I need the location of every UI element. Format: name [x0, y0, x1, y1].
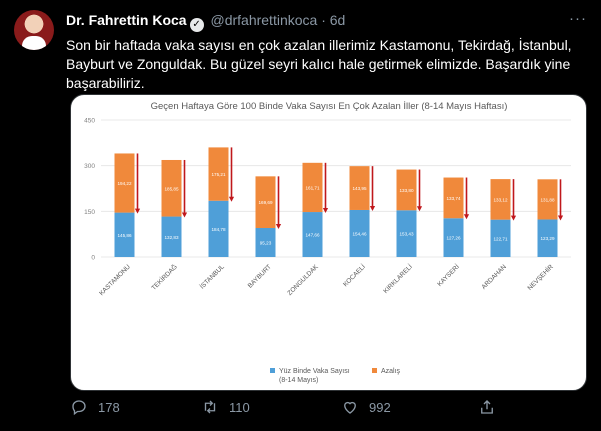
- bar-cases-label: 145,86: [117, 233, 131, 238]
- decrease-arrow-head: [134, 208, 141, 214]
- bar-decrease-label: 133,74: [446, 196, 460, 201]
- chart-title: Geçen Haftaya Göre 100 Binde Vaka Sayısı…: [151, 101, 508, 112]
- tweet-time[interactable]: 6d: [329, 12, 346, 28]
- x-tick-label: ZONGULDAK: [286, 263, 320, 297]
- x-tick-label: İSTANBUL: [197, 262, 226, 291]
- bar-decrease: [537, 179, 558, 220]
- chart-image[interactable]: Geçen Haftaya Göre 100 Binde Vaka Sayısı…: [70, 94, 587, 391]
- like-count: 992: [369, 399, 391, 415]
- bar-decrease: [490, 179, 511, 220]
- like-action[interactable]: 992: [341, 398, 391, 416]
- decrease-arrow-head: [557, 215, 564, 221]
- chart-svg: Geçen Haftaya Göre 100 Binde Vaka Sayısı…: [84, 101, 571, 384]
- decrease-arrow-head: [416, 206, 423, 212]
- legend-label-decrease: Azalış: [381, 368, 401, 375]
- x-tick-label: NEVŞEHİR: [525, 262, 555, 292]
- x-tick-label: ARDAHAN: [480, 263, 508, 291]
- bar-cases: [349, 209, 370, 257]
- bar-decrease-label: 133,12: [493, 197, 507, 202]
- decrease-arrow-head: [510, 215, 517, 221]
- bar-decrease: [114, 153, 135, 213]
- decrease-arrow-head: [275, 224, 282, 230]
- bar-decrease-label: 169,69: [258, 200, 272, 205]
- bar-decrease: [443, 177, 464, 219]
- bar-cases: [208, 200, 229, 257]
- bar-cases: [537, 219, 558, 257]
- chart-bars: 145,86 194,22 132,83 185,85 184,78 175,21 95,2…: [114, 147, 564, 257]
- avatar[interactable]: [14, 10, 54, 50]
- legend-label-cases: Yüz Binde Vaka Sayısı: [279, 368, 350, 375]
- x-tick-label: KOCAELİ: [341, 262, 367, 288]
- x-tick-label: TEKİRDAĞ: [149, 262, 179, 292]
- x-tick-label: KIRKLARELİ: [381, 262, 414, 295]
- decrease-arrow-head: [322, 208, 329, 214]
- bar-cases-label: 154,46: [352, 231, 366, 236]
- tweet-header: Dr. Fahrettin Koca ✓ @drfahrettinkoca · 6…: [66, 12, 345, 32]
- decrease-arrow-head: [228, 196, 235, 202]
- legend-swatch-cases: [270, 368, 275, 373]
- bar-decrease-label: 143,95: [352, 186, 366, 191]
- legend-label-cases-period: (8-14 Mayıs): [279, 377, 318, 384]
- x-tick-label: KAYSERİ: [435, 262, 461, 288]
- reply-count: 178: [98, 399, 120, 415]
- bar-decrease: [396, 169, 417, 211]
- chart-x-labels: KASTAMONU TEKİRDAĞ İSTANBUL BAYBURT ZONGULDA…: [98, 262, 555, 297]
- verified-badge-icon: ✓: [189, 18, 204, 32]
- decrease-arrow-head: [181, 212, 188, 218]
- bar-cases-label: 147,66: [305, 233, 319, 238]
- bar-decrease: [349, 166, 370, 210]
- tweet-text: Son bir haftada vaka sayısı en çok azala…: [66, 37, 572, 91]
- more-options-icon[interactable]: ···: [569, 10, 587, 27]
- reply-action[interactable]: 178: [70, 398, 120, 416]
- retweet-icon: [204, 400, 216, 414]
- bar-cases-label: 132,83: [164, 235, 178, 240]
- bar-decrease-label: 161,71: [305, 185, 319, 190]
- x-tick-label: KASTAMONU: [98, 263, 132, 297]
- share-action[interactable]: [478, 398, 506, 416]
- bar-cases: [255, 228, 276, 257]
- heart-icon: [344, 401, 356, 414]
- retweet-action[interactable]: 110: [201, 398, 250, 416]
- x-tick-label: BAYBURT: [247, 263, 273, 289]
- author-handle[interactable]: @drfahrettinkoca: [210, 12, 318, 28]
- bar-cases-label: 153,43: [399, 232, 413, 237]
- bar-cases: [490, 219, 511, 257]
- bar-decrease-label: 194,22: [117, 181, 131, 186]
- y-tick-label: 0: [91, 255, 95, 262]
- separator-dot: ·: [321, 12, 326, 28]
- author-name[interactable]: Dr. Fahrettin Koca: [66, 12, 187, 28]
- bar-cases-label: 123,29: [540, 236, 554, 241]
- tweet-actions: 178 110 992: [70, 398, 570, 420]
- retweet-count: 110: [229, 399, 250, 415]
- decrease-arrow-head: [369, 205, 376, 211]
- bar-decrease: [161, 159, 182, 217]
- legend-swatch-decrease: [372, 368, 377, 373]
- reply-icon: [72, 400, 86, 416]
- bar-cases-label: 127,26: [446, 236, 460, 241]
- bar-decrease-label: 131,88: [540, 197, 554, 202]
- decrease-arrow-head: [463, 214, 470, 220]
- bar-cases-label: 122,71: [493, 236, 507, 241]
- bar-cases: [161, 216, 182, 257]
- y-tick-label: 300: [84, 163, 95, 170]
- bar-cases: [396, 210, 417, 257]
- bar-decrease: [302, 162, 323, 213]
- chart-legend: Yüz Binde Vaka Sayısı Azalış (8-14 Mayıs…: [270, 368, 401, 384]
- y-tick-label: 450: [84, 118, 95, 125]
- bar-cases: [443, 218, 464, 257]
- y-tick-label: 150: [84, 209, 95, 216]
- bar-cases-label: 95,23: [260, 241, 272, 246]
- bar-decrease: [255, 176, 276, 229]
- bar-cases: [302, 212, 323, 257]
- share-icon: [481, 400, 493, 414]
- bar-decrease: [208, 147, 229, 201]
- bar-cases-label: 184,78: [211, 227, 225, 232]
- bar-decrease-label: 175,21: [211, 172, 225, 177]
- bar-cases: [114, 212, 135, 257]
- bar-decrease-label: 133,80: [399, 188, 413, 193]
- bar-decrease-label: 185,85: [164, 186, 178, 191]
